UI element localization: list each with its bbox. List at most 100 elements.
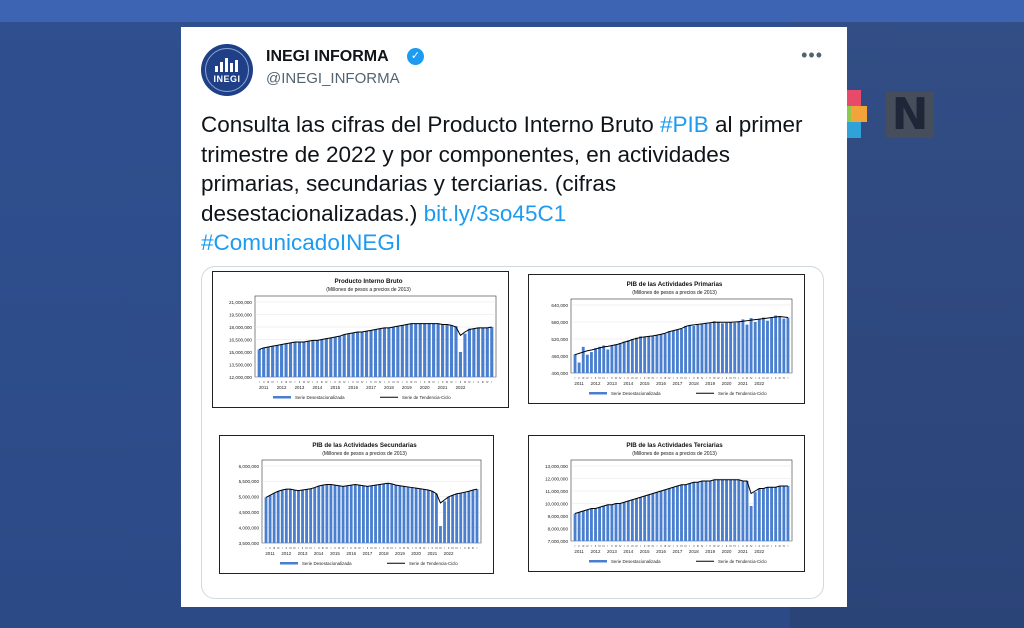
author-name[interactable]: INEGI INFORMA: [266, 48, 389, 65]
quarter-tick-label: IV: [486, 380, 489, 384]
bar: [262, 347, 266, 377]
bar: [306, 341, 310, 377]
verified-badge-icon: ✓: [407, 48, 424, 65]
bar: [753, 322, 757, 373]
y-tick-label: 10,000,000: [545, 501, 568, 506]
quarter-tick-label: IV: [586, 544, 589, 548]
hashtag-pib-link[interactable]: #PIB: [660, 112, 709, 137]
bar: [729, 322, 733, 373]
bar: [647, 336, 651, 373]
bar: [366, 486, 369, 543]
quarter-tick-label: III: [582, 544, 584, 548]
legend-label-bars: Serie Desestacionalizada: [302, 561, 352, 566]
bar: [630, 499, 634, 541]
quarter-tick-label: III: [664, 376, 666, 380]
quarter-tick-label: IV: [293, 546, 296, 550]
x-tick-label: 2016: [656, 381, 666, 386]
brand-logo-letter: N: [886, 92, 934, 138]
bar: [581, 511, 585, 541]
quarter-tick-label: IV: [684, 544, 687, 548]
bar: [716, 321, 720, 373]
more-options-icon[interactable]: •••: [801, 45, 823, 65]
quarter-tick-label: III: [697, 376, 699, 380]
x-tick-label: 2017: [366, 385, 376, 390]
avatar[interactable]: INEGI: [201, 44, 253, 96]
quarter-tick-label: I: [640, 544, 641, 548]
quarter-tick-label: IV: [343, 380, 346, 384]
chart-svg-primarias: PIB de las Actividades Primarias (Millone…: [551, 281, 793, 396]
bar: [774, 487, 778, 541]
bar: [454, 326, 458, 377]
x-tick-label: 2011: [574, 381, 584, 386]
quarter-tick-label: I: [788, 544, 789, 548]
quarter-tick-label: III: [746, 544, 748, 548]
bar: [409, 323, 413, 377]
bar: [614, 503, 618, 541]
quarter-tick-label: IV: [391, 546, 394, 550]
quarter-tick-label: III: [285, 380, 287, 384]
bar: [485, 327, 489, 377]
quarter-tick-label: IV: [766, 544, 769, 548]
bar: [337, 485, 341, 543]
quarter-tick-label: II: [334, 546, 336, 550]
quarter-tick-label: I: [259, 380, 260, 384]
quarter-tick-label: III: [267, 380, 269, 384]
bar: [594, 348, 597, 373]
x-tick-label: 2015: [640, 381, 650, 386]
bar: [626, 340, 630, 373]
x-tick-label: 2017: [673, 549, 683, 554]
quarter-tick-label: I: [706, 376, 707, 380]
bar: [390, 483, 394, 543]
quarter-tick-label: III: [713, 544, 715, 548]
bar: [696, 324, 700, 373]
bar: [441, 324, 445, 377]
quarter-tick-label: II: [693, 544, 695, 548]
short-url-link[interactable]: bit.ly/3so45C1: [423, 200, 567, 226]
bar: [606, 349, 610, 373]
quarter-tick-label: IV: [783, 544, 786, 548]
tweet-text-part-1: Consulta las cifras del Producto Interno…: [201, 112, 660, 137]
bar: [398, 485, 402, 543]
bar: [782, 486, 786, 541]
bar: [418, 488, 422, 543]
bar: [288, 489, 292, 543]
quarter-tick-label: I: [689, 376, 690, 380]
quarter-tick-label: II: [424, 380, 426, 384]
bar: [275, 345, 279, 377]
bar: [766, 487, 769, 541]
x-tick-label: 2015: [330, 551, 340, 556]
bar: [414, 323, 418, 377]
x-tick-label: 2018: [689, 381, 699, 386]
quarter-tick-label: III: [779, 544, 781, 548]
quarter-tick-label: II: [677, 376, 679, 380]
quarter-tick-label: III: [482, 380, 484, 384]
quarter-tick-label: III: [464, 380, 466, 384]
quarter-tick-label: III: [387, 546, 389, 550]
y-tick-label: 460,000: [551, 354, 568, 359]
quarter-tick-label: III: [468, 546, 470, 550]
bar: [733, 479, 737, 541]
quarter-tick-label: I: [477, 546, 478, 550]
bar: [659, 491, 663, 541]
quarter-tick-label: III: [615, 544, 617, 548]
bar: [573, 513, 577, 541]
quarter-tick-label: III: [435, 546, 437, 550]
quarter-tick-label: III: [648, 544, 650, 548]
bar: [338, 336, 342, 377]
author-handle[interactable]: @INEGI_INFORMA: [266, 70, 400, 87]
legend-label-line: Serie de Tendencia-Ciclo: [718, 391, 767, 396]
x-tick-label: 2019: [395, 551, 405, 556]
bar: [782, 318, 786, 373]
bar: [761, 317, 765, 373]
bar: [459, 493, 463, 543]
quarter-tick-label: II: [367, 546, 369, 550]
quarter-tick-label: IV: [472, 546, 475, 550]
tweet-media[interactable]: Producto Interno Bruto (Millones de pesos…: [201, 266, 824, 599]
hashtag-comunicado-link[interactable]: #ComunicadoINEGI: [201, 230, 402, 255]
quarter-tick-label: III: [452, 546, 454, 550]
bar: [753, 492, 757, 541]
bar: [585, 354, 589, 373]
x-tick-label: 2021: [438, 385, 448, 390]
quarter-tick-label: IV: [602, 376, 605, 380]
y-tick-label: 18,000,000: [229, 325, 252, 330]
